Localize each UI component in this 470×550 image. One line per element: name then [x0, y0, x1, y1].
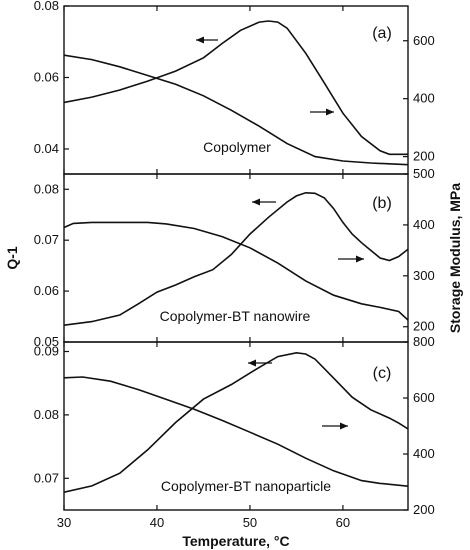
- q-inverse-curve: [64, 20, 408, 156]
- right-axis-title: Storage Modulus, MPa: [447, 183, 463, 333]
- right-tick-label: 200: [413, 319, 435, 334]
- right-axis-arrow: [322, 422, 348, 430]
- right-tick-label: 200: [413, 502, 435, 517]
- right-tick-label: 400: [413, 446, 435, 461]
- left-axis-arrow: [196, 36, 218, 44]
- panel-tag: (b): [372, 195, 392, 212]
- left-tick-label: 0.05: [34, 334, 59, 349]
- storage-modulus-curve: [64, 221, 408, 321]
- left-tick-label: 0.06: [34, 283, 59, 298]
- storage-modulus-curve: [64, 54, 408, 166]
- panel-name: Copolymer-BT nanowire: [160, 308, 311, 324]
- left-axis-title: Q-1: [4, 246, 20, 270]
- right-tick-label: 800: [413, 334, 435, 349]
- right-axis-arrow: [338, 255, 364, 263]
- q-inverse-curve: [64, 191, 408, 326]
- panel-3: 0.07 0.08 0.09 200 400 600 800 (c) Copolymer-BT …: [34, 334, 435, 517]
- left-tick-label: 0.08: [34, 0, 59, 13]
- left-axis-arrow: [252, 198, 276, 206]
- panel-name: Copolymer-BT nanoparticle: [161, 478, 331, 494]
- x-tick-label: 30: [57, 515, 71, 530]
- panel-tag: (a): [372, 25, 392, 42]
- x-tick-label: 40: [150, 515, 164, 530]
- left-axis-arrow: [248, 359, 272, 367]
- right-tick-label: 400: [413, 217, 435, 232]
- right-tick-label: 600: [413, 33, 435, 48]
- left-tick-label: 0.09: [34, 344, 59, 359]
- right-tick-label: 500: [413, 166, 435, 181]
- x-tick-label: 60: [336, 515, 350, 530]
- left-tick-label: 0.06: [34, 69, 59, 84]
- left-tick-label: 0.08: [34, 407, 59, 422]
- q-inverse-curve: [64, 351, 408, 493]
- left-tick-label: 0.08: [34, 181, 59, 196]
- left-tick-label: 0.07: [34, 232, 59, 247]
- right-tick-label: 200: [413, 149, 435, 164]
- right-tick-label: 300: [413, 268, 435, 283]
- left-tick-label: 0.07: [34, 470, 59, 485]
- panel-2: 0.05 0.06 0.07 0.08 200 300 400 500 (b) Copolymer…: [34, 166, 435, 349]
- x-axis: 30 40 50 60: [57, 515, 350, 530]
- panel-1: 0.04 0.06 0.08 200 400 600 (a) Copolymer: [34, 0, 435, 175]
- right-axis-arrow: [310, 108, 334, 116]
- x-tick-label: 50: [243, 515, 257, 530]
- panel-tag: (c): [373, 365, 392, 382]
- panel-frame: [63, 341, 409, 511]
- panels: 0.040.060.08200400600(a)Copolymer0.050.0…: [34, 0, 435, 517]
- left-tick-label: 0.04: [34, 141, 59, 156]
- storage-modulus-curve: [64, 376, 408, 487]
- right-tick-label: 400: [413, 91, 435, 106]
- panel-name: Copolymer: [203, 139, 271, 155]
- x-axis-title: Temperature, °C: [182, 533, 289, 549]
- right-tick-label: 600: [413, 390, 435, 405]
